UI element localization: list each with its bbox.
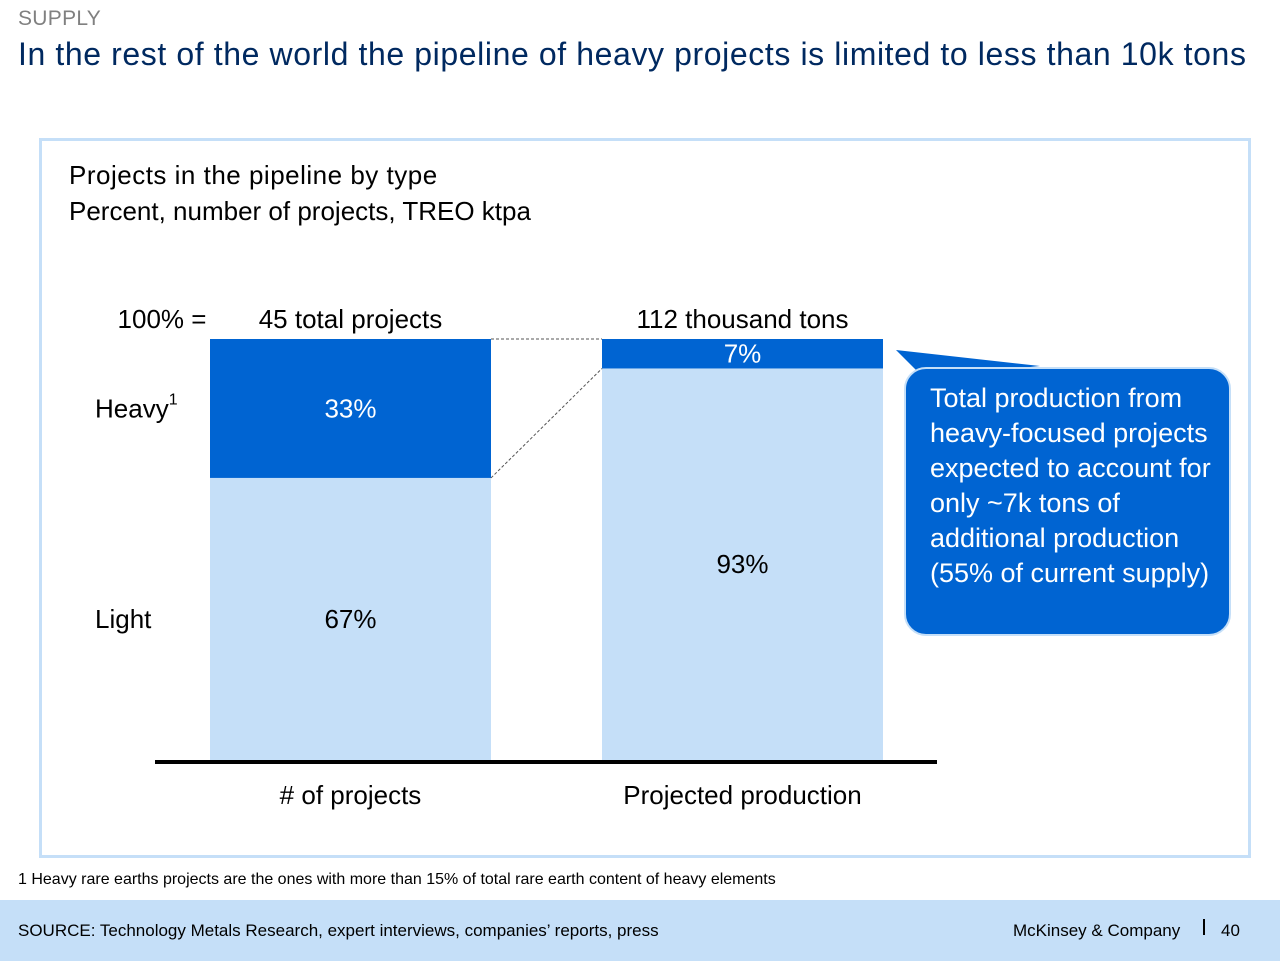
- bar-light-2: [602, 368, 883, 760]
- footer-separator: [1203, 919, 1205, 935]
- chart-frame: [39, 138, 1251, 858]
- series-label-heavy: Heavy1: [95, 391, 178, 423]
- section-tag: SUPPLY: [18, 7, 102, 30]
- page-number: 40: [1221, 921, 1240, 940]
- page-title: In the rest of the world the pipeline of…: [18, 36, 1247, 72]
- category-label-2: Projected production: [623, 780, 861, 810]
- chart-title: Projects in the pipeline by type: [69, 160, 438, 190]
- callout-text: Total production from heavy-focused proj…: [930, 383, 1211, 588]
- series-label-light: Light: [95, 604, 152, 634]
- callout-box: [904, 367, 1231, 636]
- data-label-light-2: 93%: [716, 549, 768, 579]
- chart-subtitle: Percent, number of projects, TREO ktpa: [69, 196, 531, 226]
- footnote: 1 Heavy rare earths projects are the one…: [18, 871, 776, 888]
- footer-bar: [0, 900, 1280, 961]
- brand-name: McKinsey & Company: [1013, 921, 1181, 940]
- source-note: SOURCE: Technology Metals Research, expe…: [18, 921, 659, 940]
- category-label-1: # of projects: [280, 780, 422, 810]
- data-label-heavy-2: 7%: [724, 339, 762, 369]
- bar-light-1: [210, 477, 491, 760]
- bar-heavy-2: [602, 339, 883, 369]
- data-label-heavy-1: 33%: [324, 393, 376, 423]
- total-prefix-label: 100% =: [118, 304, 207, 334]
- total-label-2: 112 thousand tons: [636, 304, 848, 334]
- data-label-light-1: 67%: [324, 604, 376, 634]
- bar-heavy-1: [210, 339, 491, 478]
- connector-line-bottom: [490, 368, 603, 479]
- total-label-1: 45 total projects: [259, 304, 443, 334]
